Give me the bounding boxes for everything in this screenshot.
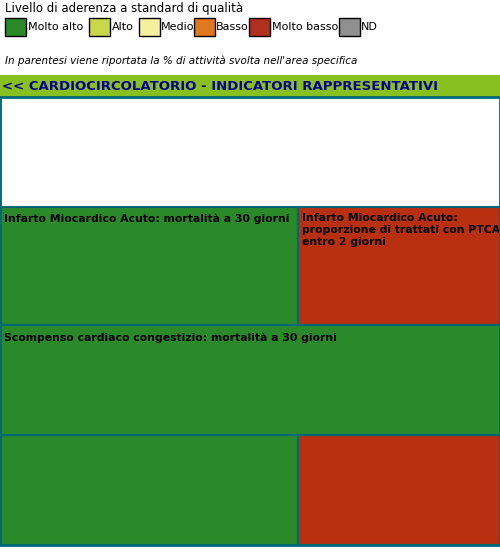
Bar bbox=[249, 18, 270, 36]
Bar bbox=[89, 18, 110, 36]
Bar bbox=[5, 18, 26, 36]
Text: ND: ND bbox=[361, 22, 378, 32]
Bar bbox=[298, 207, 500, 545]
Bar bbox=[194, 18, 215, 36]
Bar bbox=[0, 75, 500, 97]
Text: Medio: Medio bbox=[161, 22, 194, 32]
Bar bbox=[339, 18, 360, 36]
Text: Molto alto: Molto alto bbox=[28, 22, 83, 32]
Bar bbox=[138, 18, 160, 36]
Text: Molto basso: Molto basso bbox=[272, 22, 338, 32]
Bar bbox=[0, 326, 500, 435]
Text: Infarto Miocardico Acuto:
proporzione di trattati con PTCA
entro 2 giorni: Infarto Miocardico Acuto: proporzione di… bbox=[302, 213, 500, 246]
Bar bbox=[0, 207, 298, 545]
Text: Basso: Basso bbox=[216, 22, 249, 32]
Bar bbox=[0, 97, 500, 545]
Text: << CARDIOCIRCOLATORIO - INDICATORI RAPPRESENTATIVI: << CARDIOCIRCOLATORIO - INDICATORI RAPPR… bbox=[2, 80, 438, 92]
Text: Alto: Alto bbox=[112, 22, 134, 32]
Text: Livello di aderenza a standard di qualità: Livello di aderenza a standard di qualit… bbox=[5, 2, 243, 15]
Text: Infarto Miocardico Acuto: mortalità a 30 giorni: Infarto Miocardico Acuto: mortalità a 30… bbox=[4, 213, 290, 224]
Text: Scompenso cardiaco congestizio: mortalità a 30 giorni: Scompenso cardiaco congestizio: mortalit… bbox=[4, 332, 337, 343]
Text: In parentesi viene riportata la % di attività svolta nell'area specifica: In parentesi viene riportata la % di att… bbox=[5, 55, 358, 65]
